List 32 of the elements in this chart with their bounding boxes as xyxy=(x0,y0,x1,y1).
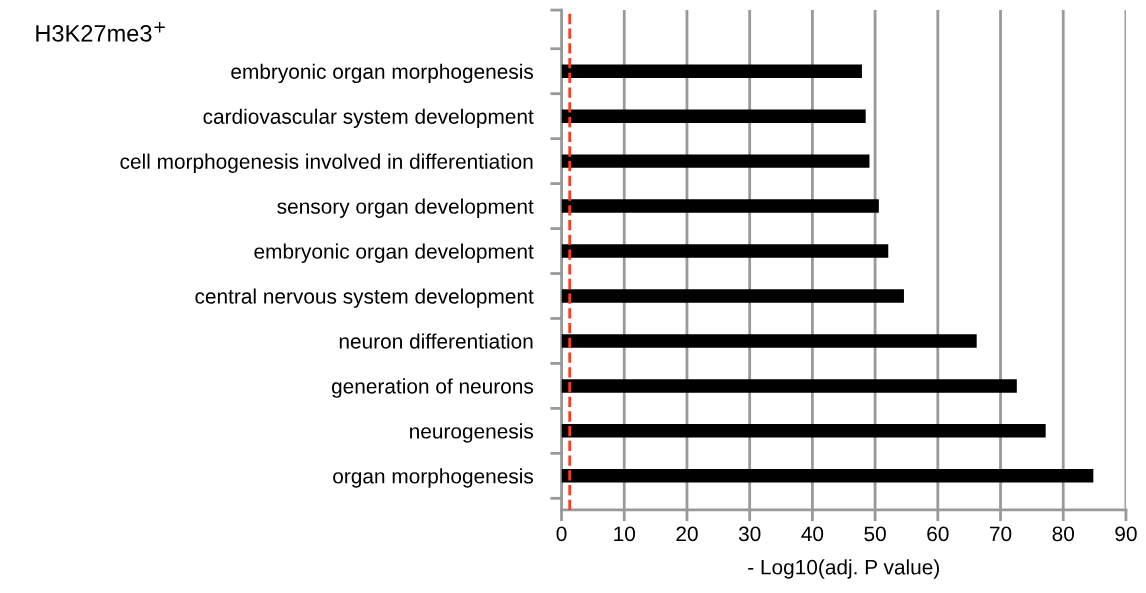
x-tick-label: 70 xyxy=(990,526,1012,542)
x-tick-label: 90 xyxy=(1115,526,1137,542)
bar xyxy=(561,379,1017,393)
y-tick-label: cell morphogenesis involved in differentiation xyxy=(120,153,533,173)
x-axis-title: - Log10(adj. P value) xyxy=(748,559,939,579)
y-tick-label: embryonic organ development xyxy=(254,243,534,263)
y-tick-label: central nervous system development xyxy=(195,288,534,308)
bar xyxy=(561,289,904,303)
bar xyxy=(561,64,862,78)
y-tick-label: organ morphogenesis xyxy=(333,468,534,488)
x-tick-label: 0 xyxy=(556,526,567,542)
bar xyxy=(561,199,879,213)
bar xyxy=(561,469,1094,483)
x-tick-label: 50 xyxy=(864,526,886,542)
bar xyxy=(561,334,977,348)
text: H3K27me3$^{+}$ xyxy=(36,22,165,42)
x-tick-label: 20 xyxy=(676,526,698,542)
x-tick-label: 40 xyxy=(801,526,824,542)
x-tick-label: 30 xyxy=(738,526,761,542)
y-tick-label: cardiovascular system development xyxy=(203,108,534,129)
bar xyxy=(561,109,866,123)
y-tick-label: embryonic organ morphogenesis xyxy=(231,63,534,84)
y-tick-label: generation of neurons xyxy=(331,378,534,398)
x-tick-label: 80 xyxy=(1052,526,1075,542)
bar xyxy=(561,424,1046,438)
bar xyxy=(561,244,889,258)
x-tick-label: 60 xyxy=(927,526,949,542)
bar xyxy=(561,154,870,168)
y-tick-label: neuron differentiation xyxy=(339,333,533,349)
x-tick-label: 10 xyxy=(614,526,636,542)
y-tick-label: sensory organ development xyxy=(277,198,534,218)
y-tick-label: neurogenesis xyxy=(410,423,534,443)
